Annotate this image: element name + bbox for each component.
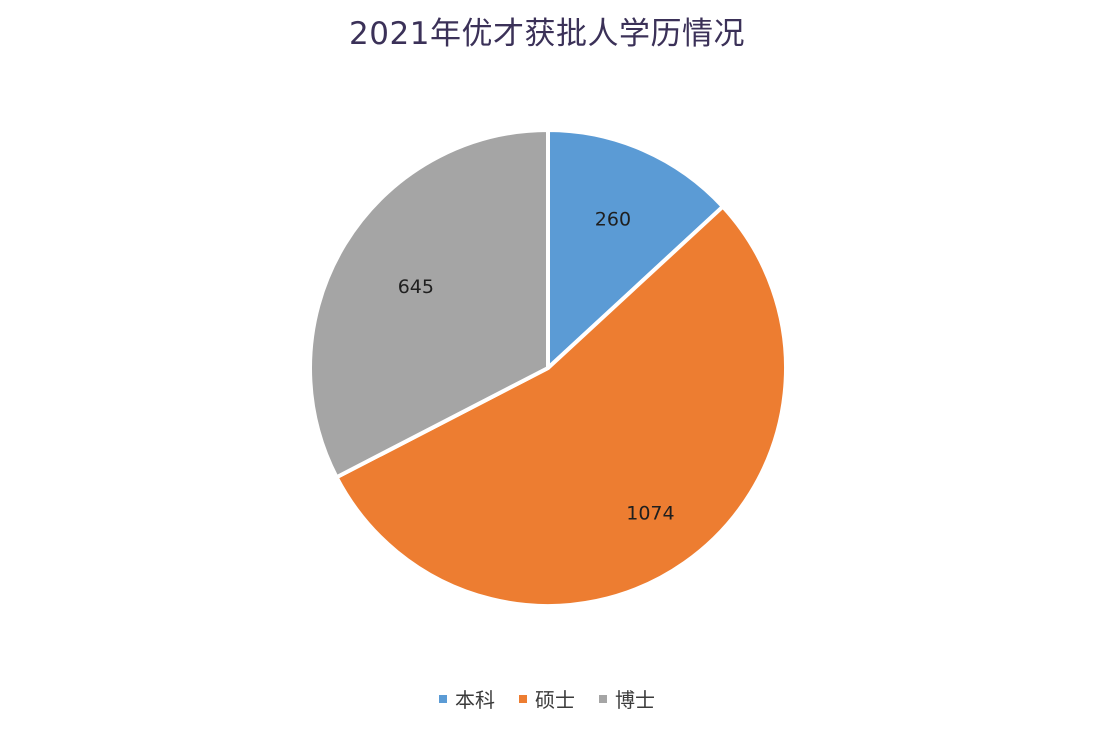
legend-swatch-master bbox=[519, 694, 527, 703]
chart-legend: 本科 硕士 博士 bbox=[0, 684, 1094, 713]
legend-label-master: 硕士 bbox=[535, 688, 575, 712]
data-label-doctorate: 645 bbox=[398, 276, 434, 298]
pie-slice-doctorate bbox=[308, 128, 550, 480]
legend-label-bachelor: 本科 bbox=[455, 688, 495, 712]
legend-item-doctorate: 博士 bbox=[599, 684, 655, 713]
legend-item-master: 硕士 bbox=[519, 684, 575, 713]
legend-label-doctorate: 博士 bbox=[615, 688, 655, 712]
legend-swatch-doctorate bbox=[599, 694, 607, 703]
pie-slice-bachelor bbox=[546, 128, 725, 370]
legend-swatch-bachelor bbox=[439, 694, 447, 703]
data-label-master: 1074 bbox=[626, 503, 674, 525]
data-label-bachelor: 260 bbox=[595, 208, 631, 230]
chart-title: 2021年优才获批人学历情况 bbox=[349, 16, 745, 52]
legend-item-bachelor: 本科 bbox=[439, 684, 495, 713]
pie-slice-master bbox=[334, 204, 788, 608]
